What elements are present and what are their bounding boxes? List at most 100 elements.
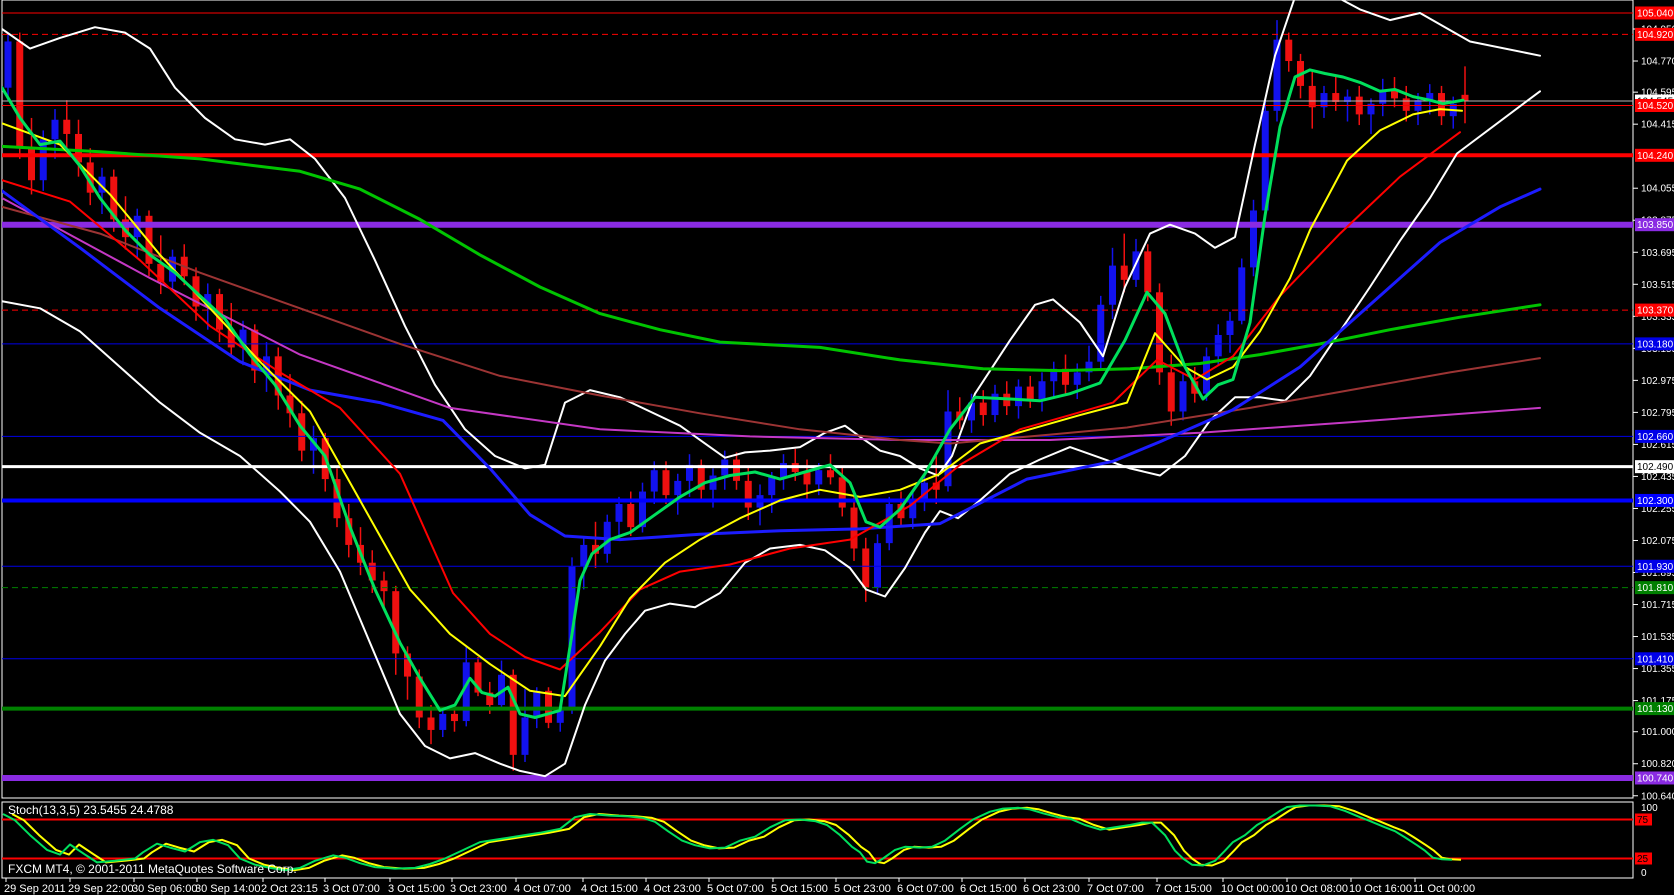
candle-body bbox=[216, 294, 223, 330]
candle-bear bbox=[1402, 85, 1410, 122]
candle-bull bbox=[1273, 20, 1281, 122]
time-axis-label: 6 Oct 15:00 bbox=[960, 883, 1017, 895]
candle-bull bbox=[580, 536, 588, 590]
candle-bull bbox=[615, 496, 623, 540]
candle-bear bbox=[63, 100, 71, 149]
candle-body bbox=[462, 662, 470, 722]
price-tick-label: 101.535 bbox=[1641, 632, 1674, 643]
price-label: 103.850 bbox=[1637, 220, 1674, 231]
price-tick-label: 104.770 bbox=[1641, 57, 1674, 68]
candle-body bbox=[1426, 93, 1434, 101]
candle-body bbox=[286, 395, 294, 414]
candle-body bbox=[991, 393, 999, 416]
ma-brown bbox=[2, 205, 1541, 445]
price-label-box bbox=[1635, 303, 1674, 317]
price-tick-label: 103.695 bbox=[1641, 248, 1674, 259]
candle-body bbox=[1391, 89, 1398, 99]
time-axis-label: 4 Oct 15:00 bbox=[581, 883, 638, 895]
candle-body bbox=[627, 504, 635, 528]
price-tick-label: 101.175 bbox=[1641, 696, 1674, 707]
candle-body bbox=[1026, 386, 1034, 400]
candle-body bbox=[1320, 93, 1328, 108]
candle-bear bbox=[345, 504, 353, 558]
candle-bear bbox=[1391, 77, 1398, 108]
candle-bull bbox=[991, 384, 999, 423]
time-axis-label: 6 Oct 23:00 bbox=[1023, 883, 1080, 895]
ma-magenta-slow bbox=[2, 197, 1541, 441]
candle-body bbox=[157, 263, 165, 282]
price-axis: 104.950104.770104.595104.415104.055103.8… bbox=[1633, 6, 1674, 802]
candle-body bbox=[427, 717, 435, 730]
candle-bear bbox=[251, 324, 259, 384]
candle-bull bbox=[1214, 324, 1222, 366]
time-axis-label: 30 Sep 14:00 bbox=[195, 883, 260, 895]
candle-body bbox=[697, 464, 705, 490]
candle-body bbox=[768, 477, 776, 496]
candle-bear bbox=[1285, 32, 1293, 72]
candle-bull bbox=[1379, 78, 1387, 117]
candle-bear bbox=[827, 454, 834, 485]
candle-body bbox=[439, 713, 447, 730]
price-label-box bbox=[1635, 337, 1674, 351]
candle-body bbox=[1097, 304, 1105, 362]
price-label-box bbox=[1635, 218, 1674, 232]
candle-body bbox=[556, 710, 564, 723]
price-label: 102.300 bbox=[1637, 496, 1674, 507]
time-axis-label: 10 Oct 16:00 bbox=[1349, 883, 1412, 895]
candle-bear bbox=[862, 537, 870, 602]
candle-body bbox=[145, 215, 153, 264]
main-price-panel[interactable] bbox=[2, 0, 1633, 781]
candle-bear bbox=[427, 705, 435, 745]
candle-bear bbox=[145, 210, 153, 277]
candle-body bbox=[1191, 381, 1199, 394]
candle-body bbox=[1226, 320, 1234, 335]
candle-bull bbox=[1179, 372, 1187, 421]
candle-body bbox=[1167, 372, 1175, 412]
candle-body bbox=[509, 674, 517, 755]
price-tick-label: 101.895 bbox=[1641, 568, 1674, 579]
price-tick-label: 104.415 bbox=[1641, 120, 1674, 131]
candle-bear bbox=[1332, 75, 1340, 111]
candle-bull bbox=[1226, 311, 1234, 353]
price-label: 104.920 bbox=[1637, 30, 1674, 41]
price-label-box bbox=[1635, 771, 1674, 785]
price-tick-label: 102.975 bbox=[1641, 376, 1674, 387]
stoch-panel[interactable] bbox=[2, 804, 1633, 872]
candle-bear bbox=[733, 452, 740, 490]
candle-body bbox=[1367, 103, 1375, 115]
candle-body bbox=[451, 713, 458, 722]
price-label-box bbox=[1635, 581, 1674, 595]
price-label-box bbox=[1635, 6, 1674, 20]
price-label-box bbox=[1635, 148, 1674, 162]
candle-body bbox=[16, 41, 24, 149]
candle-body bbox=[345, 518, 353, 545]
stoch-main-line bbox=[2, 804, 1453, 872]
candle-bear bbox=[1062, 354, 1069, 394]
candle-body bbox=[662, 470, 670, 496]
time-axis-label: 3 Oct 23:00 bbox=[450, 883, 507, 895]
time-axis-label: 7 Oct 07:00 bbox=[1087, 883, 1144, 895]
candle-body bbox=[1062, 368, 1069, 385]
stoch-level-label-box bbox=[1635, 852, 1652, 865]
time-axis-label: 5 Oct 15:00 bbox=[771, 883, 828, 895]
price-label-box bbox=[1635, 559, 1674, 573]
candle-bull bbox=[650, 461, 658, 505]
time-axis-label: 3 Oct 15:00 bbox=[388, 883, 445, 895]
price-label-box bbox=[1635, 702, 1674, 716]
candle-body bbox=[674, 480, 682, 496]
candle-bear bbox=[1026, 375, 1034, 408]
candle-body bbox=[744, 480, 752, 508]
candle-body bbox=[98, 176, 106, 193]
candle-body bbox=[474, 662, 482, 693]
price-tick-label: 101.355 bbox=[1641, 664, 1674, 675]
candle-bull bbox=[1050, 361, 1058, 398]
candle-body bbox=[780, 463, 787, 478]
candle-body bbox=[1120, 265, 1128, 280]
ma-green-slow bbox=[2, 144, 1542, 373]
stoch-indicator-label: Stoch(13,3,5) 23.5455 24.4788 bbox=[8, 803, 174, 817]
price-label: 101.930 bbox=[1637, 562, 1674, 573]
candle-body bbox=[932, 482, 940, 490]
